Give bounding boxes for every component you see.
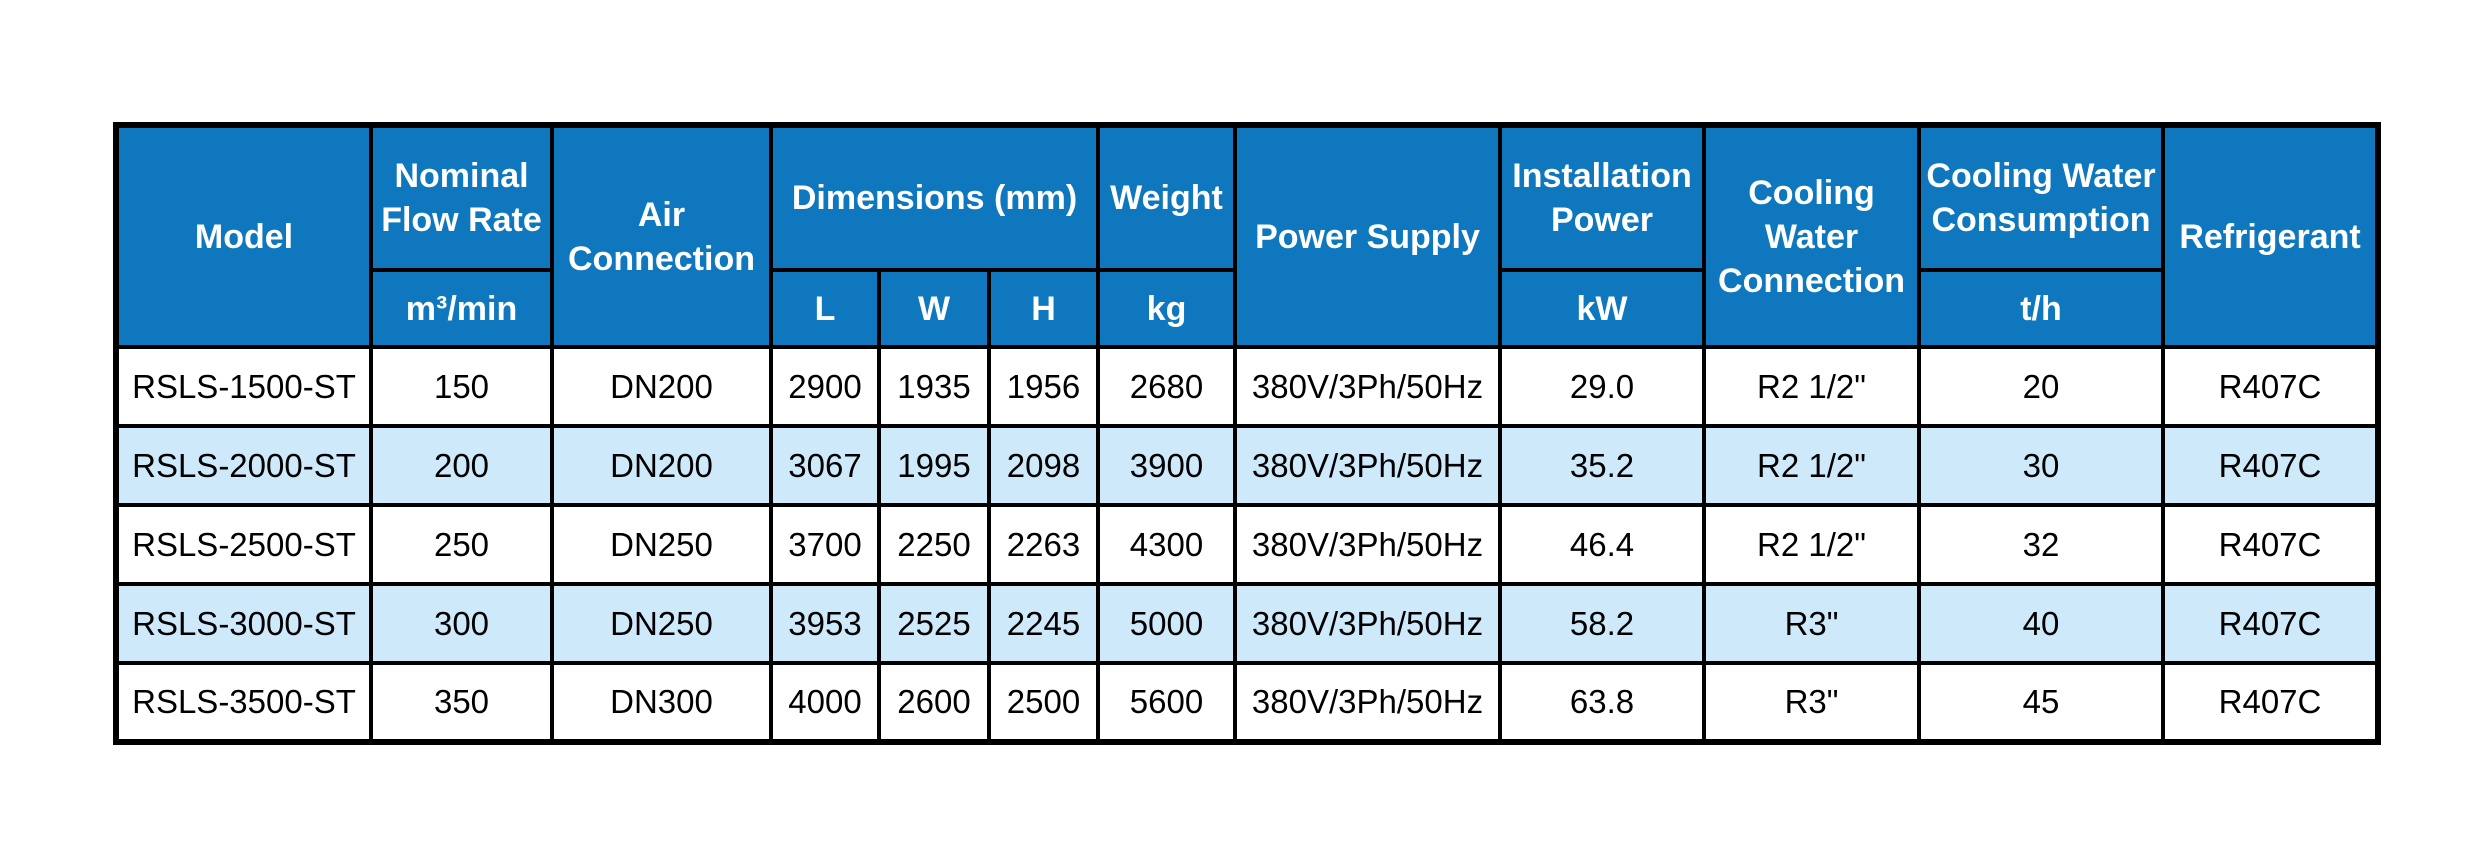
cell-flow-rate: 250 [369,503,554,586]
header-cooling-water-consumption: Cooling Water Consumption [1917,123,2166,272]
cell-cooling-water-connection: R2 1/2" [1702,424,1922,507]
cell-dim-w: 2600 [877,661,991,744]
header-cooling-water-consumption-unit: t/h [1917,268,2166,349]
cell-dim-w: 1995 [877,424,991,507]
cell-installation-power: 29.0 [1498,345,1707,428]
cell-cooling-water-connection: R2 1/2" [1702,345,1922,428]
cell-model: RSLS-2500-ST [114,503,373,586]
cell-dim-w: 2525 [877,582,991,665]
table-header: Model Nominal Flow Rate Air Connection D… [114,123,2381,349]
header-dim-w: W [877,268,991,349]
cell-weight: 5600 [1096,661,1238,744]
header-flow-rate-unit: m³/min [369,268,554,349]
cell-dim-h: 1956 [986,345,1101,428]
cell-installation-power: 35.2 [1498,424,1707,507]
header-dim-l: L [769,268,881,349]
cell-dim-w: 2250 [877,503,991,586]
cell-weight: 4300 [1096,503,1238,586]
cell-dim-l: 3953 [769,582,881,665]
header-installation-power-unit: kW [1498,268,1707,349]
header-dimensions: Dimensions (mm) [768,123,1101,272]
header-row-units: m³/min L W H kg kW t/h [116,268,2378,349]
cell-model: RSLS-2000-ST [114,424,373,507]
cell-installation-power: 63.8 [1498,661,1707,744]
header-row-top: Model Nominal Flow Rate Air Connection D… [114,123,2381,349]
cell-dim-w: 1935 [877,345,991,428]
cell-cooling-water-consumption: 30 [1917,424,2166,507]
table-row: RSLS-3000-ST 300 DN250 3953 2525 2245 50… [114,582,2381,665]
cell-refrigerant: R407C [2161,661,2381,744]
cell-installation-power: 46.4 [1498,503,1707,586]
table-row: RSLS-1500-ST 150 DN200 2900 1935 1956 26… [114,345,2381,428]
cell-cooling-water-consumption: 32 [1917,503,2166,586]
header-dim-h: H [986,268,1101,349]
cell-air-connection: DN300 [550,661,773,744]
cell-refrigerant: R407C [2161,503,2381,586]
table-body: RSLS-1500-ST 150 DN200 2900 1935 1956 26… [114,345,2381,744]
cell-flow-rate: 350 [369,661,554,744]
cell-flow-rate: 300 [369,582,554,665]
cell-cooling-water-connection: R3" [1702,661,1922,744]
header-refrigerant: Refrigerant [2161,123,2381,349]
cell-dim-h: 2500 [986,661,1101,744]
cell-dim-l: 4000 [769,661,881,744]
cell-dim-l: 2900 [769,345,881,428]
cell-power-supply: 380V/3Ph/50Hz [1233,582,1503,665]
cell-dim-h: 2263 [986,503,1101,586]
cell-refrigerant: R407C [2161,582,2381,665]
cell-flow-rate: 150 [369,345,554,428]
spec-table: Model Nominal Flow Rate Air Connection D… [113,122,2382,745]
cell-cooling-water-connection: R3" [1702,582,1922,665]
cell-cooling-water-consumption: 20 [1917,345,2166,428]
cell-air-connection: DN200 [550,424,773,507]
header-air-connection: Air Connection [550,123,773,349]
header-nominal-flow-rate: Nominal Flow Rate [369,123,554,272]
table-row: RSLS-2000-ST 200 DN200 3067 1995 2098 39… [114,424,2381,507]
cell-weight: 3900 [1096,424,1238,507]
cell-power-supply: 380V/3Ph/50Hz [1233,503,1503,586]
table-row: RSLS-2500-ST 250 DN250 3700 2250 2263 43… [114,503,2381,586]
header-weight: Weight [1096,123,1238,272]
cell-power-supply: 380V/3Ph/50Hz [1233,345,1503,428]
header-installation-power: Installation Power [1498,123,1707,272]
cell-weight: 2680 [1096,345,1238,428]
cell-dim-l: 3067 [769,424,881,507]
cell-air-connection: DN250 [550,503,773,586]
cell-power-supply: 380V/3Ph/50Hz [1233,424,1503,507]
header-weight-unit: kg [1096,268,1238,349]
cell-cooling-water-consumption: 45 [1917,661,2166,744]
cell-dim-h: 2098 [986,424,1101,507]
cell-refrigerant: R407C [2161,345,2381,428]
cell-model: RSLS-3000-ST [114,582,373,665]
cell-dim-h: 2245 [986,582,1101,665]
cell-model: RSLS-3500-ST [114,661,373,744]
table-row: RSLS-3500-ST 350 DN300 4000 2600 2500 56… [114,661,2381,744]
cell-power-supply: 380V/3Ph/50Hz [1233,661,1503,744]
cell-air-connection: DN200 [550,345,773,428]
cell-installation-power: 58.2 [1498,582,1707,665]
cell-refrigerant: R407C [2161,424,2381,507]
cell-flow-rate: 200 [369,424,554,507]
cell-dim-l: 3700 [769,503,881,586]
header-power-supply: Power Supply [1233,123,1503,349]
cell-air-connection: DN250 [550,582,773,665]
cell-cooling-water-connection: R2 1/2" [1702,503,1922,586]
cell-cooling-water-consumption: 40 [1917,582,2166,665]
cell-model: RSLS-1500-ST [114,345,373,428]
header-model: Model [114,123,373,349]
header-cooling-water-connection: Cooling Water Connection [1702,123,1922,349]
cell-weight: 5000 [1096,582,1238,665]
